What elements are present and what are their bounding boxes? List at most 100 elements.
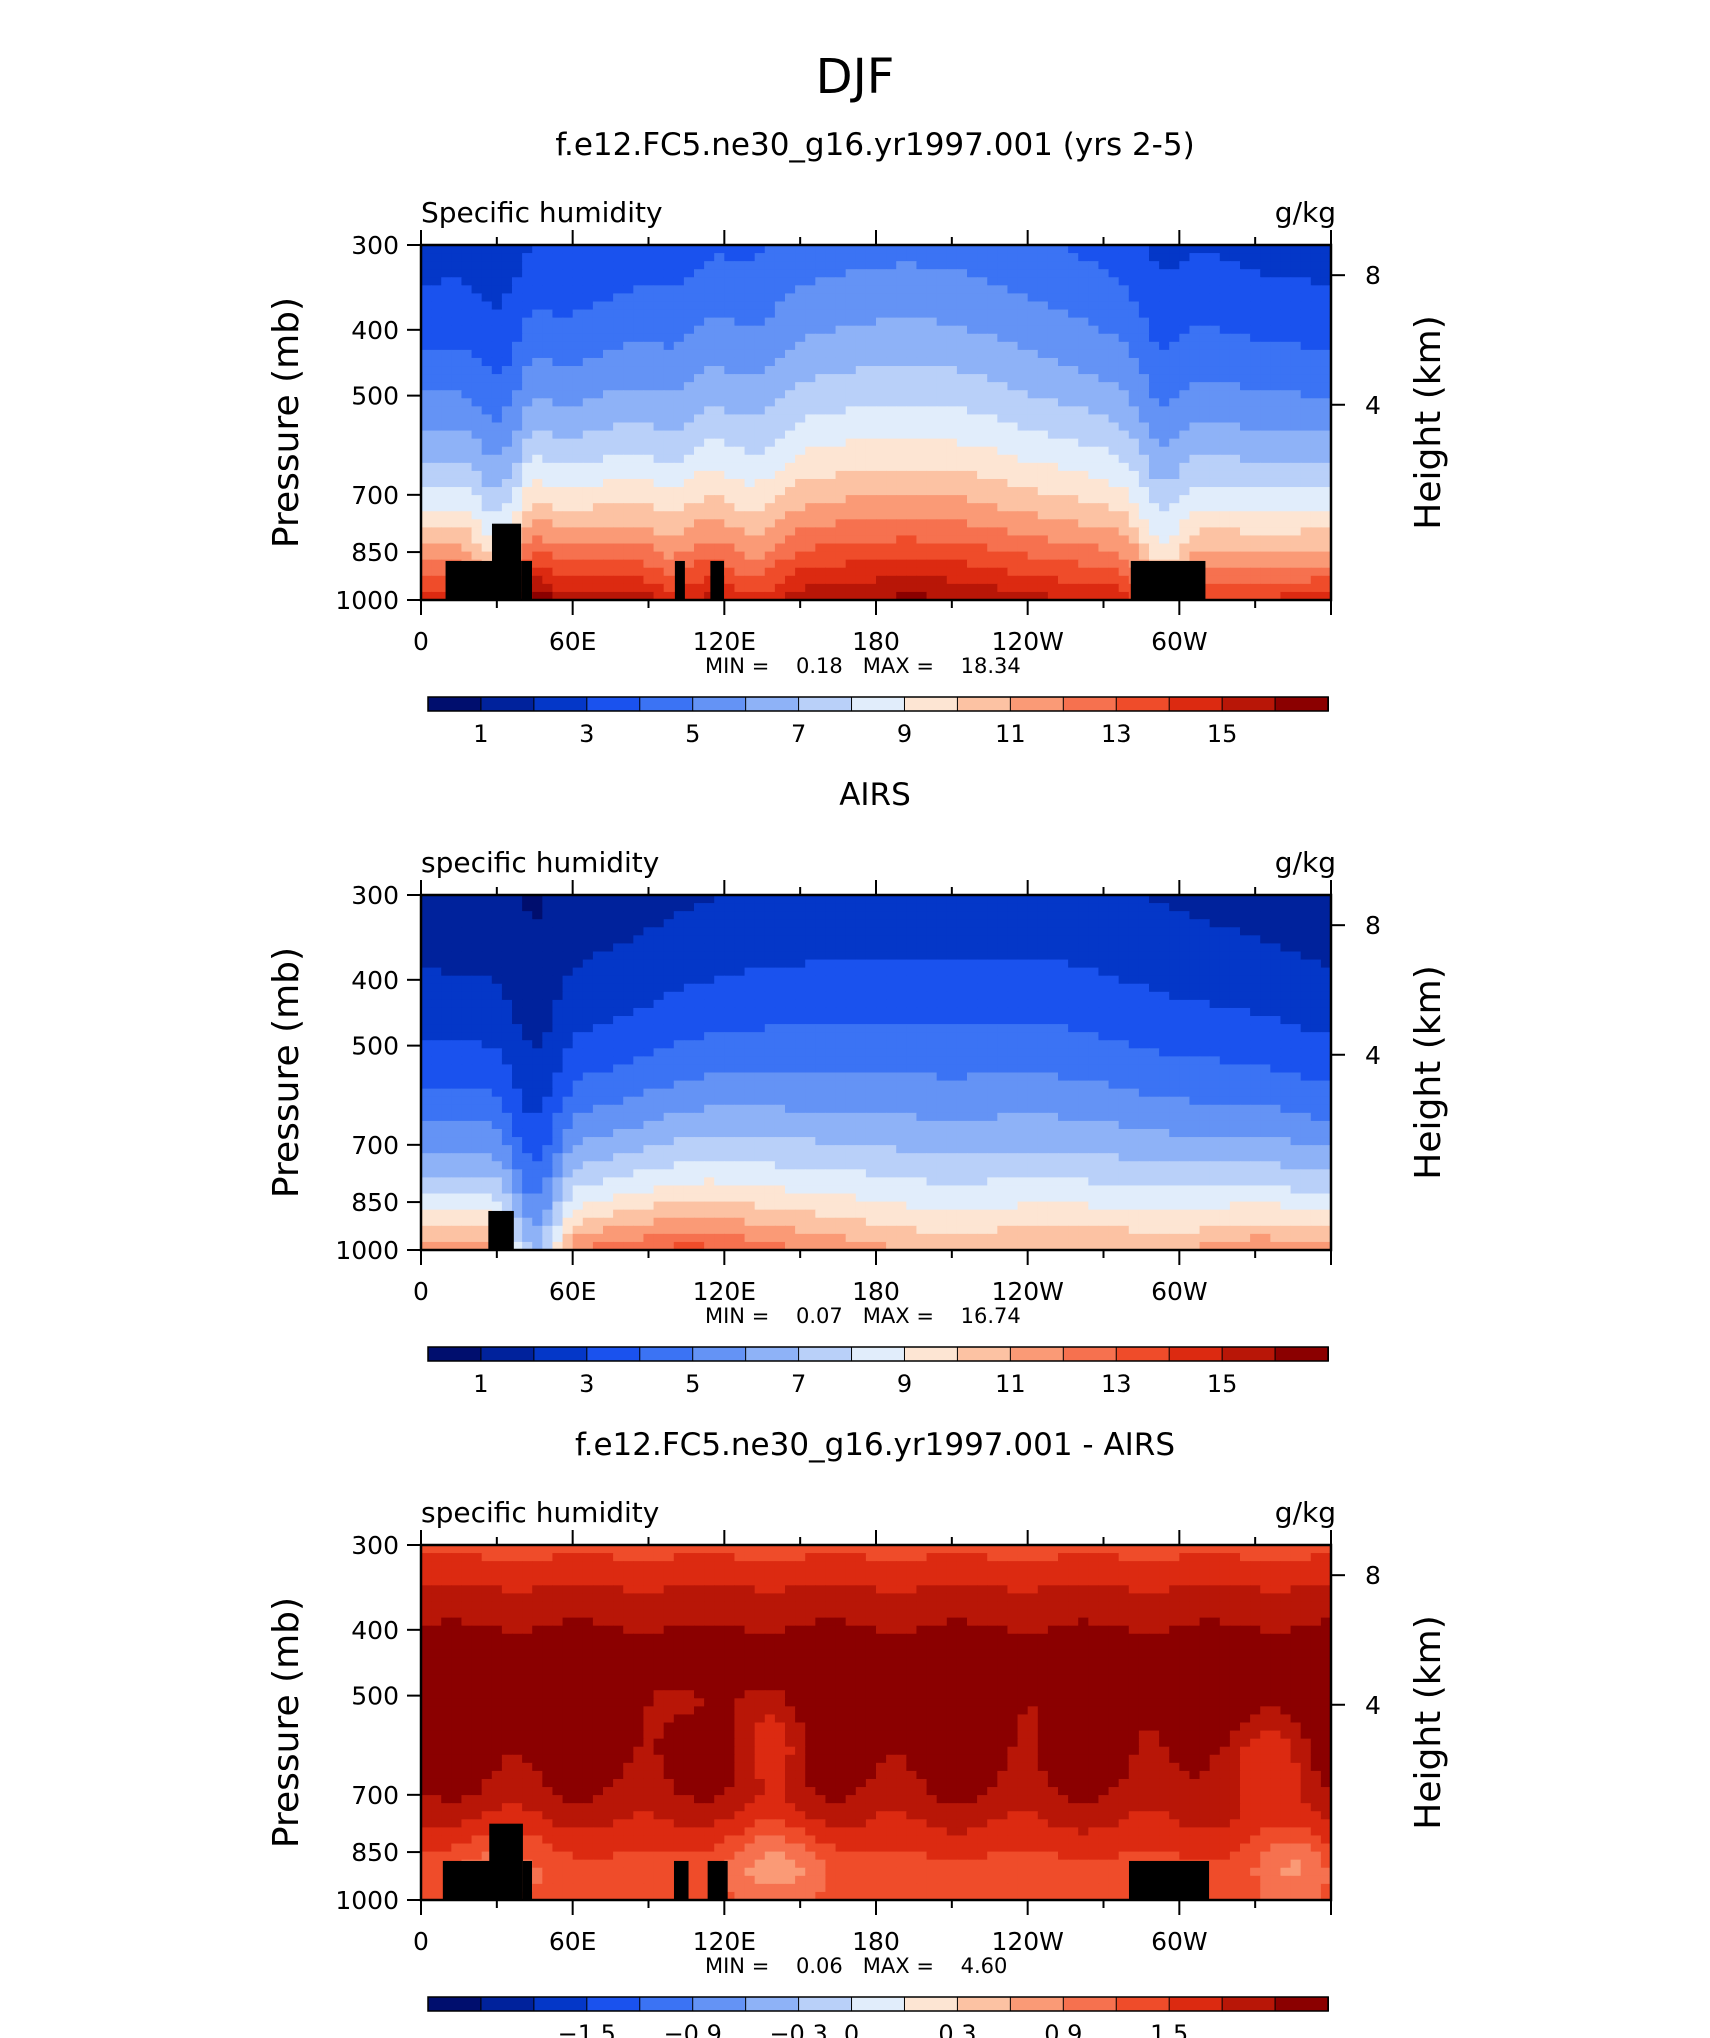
heatmap-cell (603, 495, 614, 504)
heatmap-cell (815, 309, 827, 319)
heatmap-cell (1310, 527, 1322, 537)
heatmap-cell (774, 390, 786, 399)
heatmap-cell (1240, 478, 1251, 488)
heatmap-cell (1108, 959, 1120, 969)
heatmap-cell (774, 398, 786, 407)
heatmap-cell (734, 349, 746, 359)
heatmap-cell (956, 398, 968, 407)
heatmap-cell (673, 495, 685, 504)
heatmap-cell (1159, 470, 1170, 480)
heatmap-cell (815, 583, 827, 593)
heatmap-cell (1169, 317, 1180, 327)
heatmap-cell (1068, 374, 1079, 383)
heatmap-cell (956, 543, 968, 553)
heatmap-cell (431, 454, 442, 464)
heatmap-cell (946, 454, 958, 464)
heatmap-cell (431, 438, 442, 448)
heatmap-cell (845, 293, 857, 303)
heatmap-cell (512, 430, 523, 440)
heatmap-cell (734, 430, 746, 440)
heatmap-cell (1007, 527, 1019, 537)
heatmap-cell (1290, 382, 1302, 391)
heatmap-cell (886, 325, 897, 335)
heatmap-cell (1027, 382, 1039, 391)
heatmap-cell (1138, 309, 1150, 319)
heatmap-cell (1047, 253, 1059, 262)
heatmap-cell (431, 535, 442, 545)
heatmap-cell (1159, 317, 1170, 327)
heatmap-cell (1017, 301, 1029, 311)
heatmap-cell (582, 935, 594, 945)
heatmap-cell (795, 535, 806, 545)
heatmap-cell (795, 967, 806, 977)
heatmap-cell (1280, 253, 1292, 262)
heatmap-cell (1108, 357, 1120, 367)
heatmap-cell (451, 551, 463, 561)
heatmap-cell (542, 285, 554, 295)
heatmap-cell (724, 927, 736, 936)
heatmap-cell (967, 357, 978, 367)
heatmap-cell (936, 245, 948, 254)
heatmap-cell (431, 919, 442, 928)
heatmap-cell (1229, 277, 1241, 286)
heatmap-cell (855, 438, 867, 448)
heatmap-cell (704, 559, 715, 569)
heatmap-cell (643, 478, 655, 488)
heatmap-cell (1209, 478, 1221, 488)
heatmap-cell (967, 911, 978, 920)
heatmap-cell (441, 967, 452, 977)
heatmap-cell (501, 293, 513, 303)
heatmap-cell (1047, 341, 1059, 351)
heatmap-cell (774, 462, 786, 472)
heatmap-cell (714, 325, 725, 335)
heatmap-cell (926, 245, 938, 254)
heatmap-cell (582, 253, 594, 262)
heatmap-cell (603, 470, 614, 480)
heatmap-cell (1078, 903, 1089, 912)
heatmap-cell (967, 478, 978, 488)
heatmap-cell (1320, 382, 1332, 391)
heatmap-cell (1118, 495, 1130, 504)
heatmap-cell (431, 591, 442, 601)
heatmap-cell (1260, 414, 1271, 424)
heatmap-cell (1108, 293, 1120, 303)
heatmap-cell (1027, 967, 1039, 977)
heatmap-cell (522, 951, 533, 961)
heatmap-cell (956, 559, 968, 569)
heatmap-cell (673, 543, 685, 553)
heatmap-cell (1189, 325, 1201, 335)
heatmap-cell (451, 366, 463, 375)
heatmap-cell (431, 470, 442, 480)
heatmap-cell (1149, 253, 1160, 262)
heatmap-cell (815, 341, 827, 351)
heatmap-cell (977, 559, 988, 569)
heatmap-cell (724, 301, 736, 311)
heatmap-cell (936, 382, 948, 391)
heatmap-cell (1017, 967, 1029, 977)
heatmap-cell (724, 543, 736, 553)
heatmap-cell (1027, 390, 1039, 399)
heatmap-cell (785, 438, 796, 448)
heatmap-cell (694, 414, 705, 424)
heatmap-cell (916, 967, 928, 977)
heatmap-cell (987, 446, 998, 456)
heatmap-cell (643, 317, 655, 327)
heatmap-cell (461, 454, 473, 464)
heatmap-cell (1047, 487, 1059, 496)
heatmap-cell (673, 382, 685, 391)
heatmap-cell (1189, 414, 1201, 424)
heatmap-cell (1138, 543, 1150, 553)
heatmap-cell (845, 543, 857, 553)
heatmap-cell (936, 285, 948, 295)
heatmap-cell (977, 285, 988, 295)
heatmap-cell (1219, 951, 1231, 961)
heatmap-cell (451, 285, 463, 295)
heatmap-cell (673, 277, 685, 286)
heatmap-cell (774, 357, 786, 367)
heatmap-cell (552, 943, 564, 953)
heatmap-cell (1037, 309, 1049, 319)
heatmap-cell (1128, 454, 1140, 464)
heatmap-cell (1240, 390, 1251, 399)
heatmap-cell (1229, 951, 1241, 961)
heatmap-cell (683, 575, 695, 585)
